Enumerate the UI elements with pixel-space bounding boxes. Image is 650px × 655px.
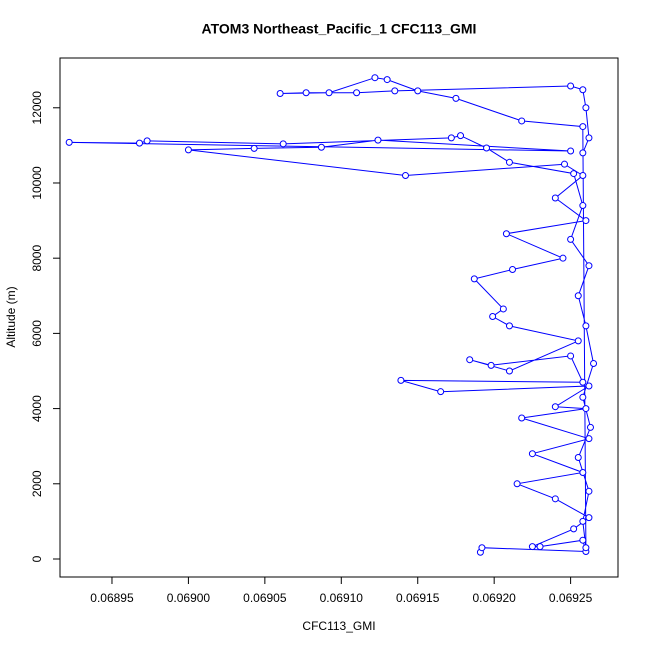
data-point [135,139,143,147]
data-point [585,134,593,142]
data-point [567,235,575,243]
data-point [457,132,465,140]
data-point [466,356,474,364]
data-point [505,367,513,375]
data-point [551,194,559,202]
data-point [585,514,593,522]
data-point [518,117,526,125]
data-point [487,361,495,369]
data-point [499,305,507,313]
data-point [579,171,587,179]
data-point [279,140,287,148]
data-point [397,376,405,384]
data-point [325,89,333,97]
data-point [483,144,491,152]
data-point [518,414,526,422]
data-point [528,450,536,458]
data-point [302,89,310,97]
data-point [505,158,513,166]
data-point [374,136,382,144]
data-point [579,86,587,94]
data-point [528,543,536,551]
x-axis-label: CFC113_GMI [302,619,375,633]
data-point [391,87,399,95]
data-point [567,147,575,155]
data-point [478,544,486,552]
y-tick-label: 6000 [30,320,44,347]
data-point [574,337,582,345]
data-point [579,378,587,386]
x-tick-label: 0.06920 [472,591,516,605]
data-point [513,480,521,488]
data-point [579,469,587,477]
data-point [582,322,590,330]
data-point [570,525,578,533]
x-tick-label: 0.06905 [243,591,287,605]
data-point [559,254,567,262]
data-point [489,312,497,320]
data-point [579,123,587,131]
data-point [502,230,510,238]
data-point [585,435,593,443]
data-point [276,89,284,97]
data-point [536,543,544,551]
data-point [551,495,559,503]
data-point [447,134,455,142]
data-point [586,423,594,431]
data-point [574,453,582,461]
x-tick-label: 0.06910 [320,591,364,605]
data-point [590,359,598,367]
x-tick-label: 0.06925 [549,591,593,605]
data-point [437,388,445,396]
y-tick-label: 4000 [30,395,44,422]
data-point [353,89,361,97]
x-tick-label: 0.06915 [396,591,440,605]
data-point [579,202,587,210]
data-point [371,74,379,82]
data-point [582,104,590,112]
data-point [470,275,478,283]
data-point [579,393,587,401]
data-point [585,262,593,270]
y-tick-label: 8000 [30,245,44,272]
y-tick-label: 0 [30,555,44,562]
data-point [317,143,325,151]
data-point [184,146,192,154]
y-tick-label: 2000 [30,470,44,497]
data-point [582,544,590,552]
data-point [383,76,391,84]
data-point [579,536,587,544]
data-point [579,517,587,525]
data-point [560,160,568,168]
data-point [414,87,422,95]
chart-title: ATOM3 Northeast_Pacific_1 CFC113_GMI [202,21,477,37]
y-axis-label: Altitude (m) [4,286,18,347]
data-point [505,322,513,330]
data-point [65,138,73,146]
data-point [585,382,593,390]
data-point [143,137,151,145]
data-point [551,403,559,411]
plot-frame [59,57,619,578]
x-tick-label: 0.06895 [90,591,134,605]
y-tick-label: 12000 [30,91,44,125]
data-point [570,170,578,178]
data-point [582,405,590,413]
data-point [582,217,590,225]
data-point [509,265,517,273]
data-point [585,487,593,495]
data-point [402,171,410,179]
data-point [452,94,460,102]
data-point [250,144,258,152]
x-tick-label: 0.06900 [167,591,211,605]
y-tick-label: 10000 [30,166,44,200]
data-point [579,149,587,157]
data-point [567,82,575,90]
data-point [574,292,582,300]
data-point [567,352,575,360]
